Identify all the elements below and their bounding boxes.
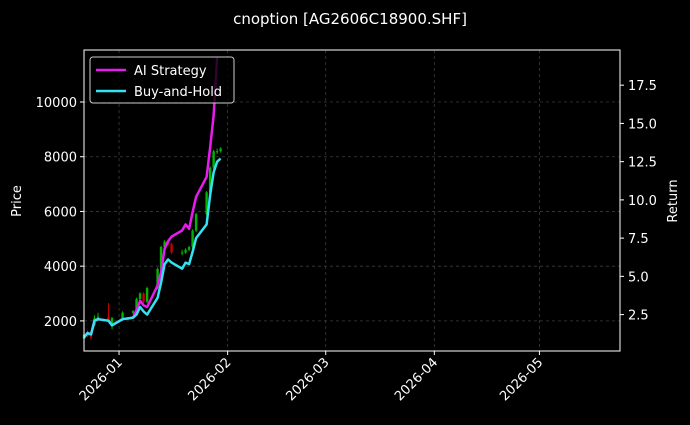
candle-body <box>194 214 198 231</box>
candle-body <box>121 312 124 319</box>
y-right-tick-label: 15.0 <box>628 117 657 132</box>
y-right-tick-label: 12.5 <box>628 156 657 171</box>
y-right-tick-label: 10.0 <box>628 194 657 209</box>
y-right-tick-label: 2.5 <box>628 309 649 324</box>
candle-body <box>96 316 100 319</box>
y-left-tick-label: 8000 <box>44 151 77 166</box>
y-axis-left-label: Price <box>10 185 25 217</box>
candle-body <box>156 268 159 289</box>
candle-body <box>135 299 138 312</box>
candle-body <box>142 293 145 302</box>
y-right-tick-label: 5.0 <box>628 270 649 285</box>
candle-body <box>170 244 173 253</box>
candle-body <box>184 249 187 253</box>
candle-body <box>110 318 114 327</box>
candle-body <box>131 311 135 313</box>
y-left-tick-label: 6000 <box>44 205 77 220</box>
chart-legend: AI Strategy Buy-and-Hold <box>89 56 235 104</box>
y-axis-right-label: Return <box>666 179 681 222</box>
candle-body <box>145 288 149 302</box>
legend-label-buy-and-hold: Buy-and-Hold <box>134 85 222 100</box>
candle-body <box>89 335 93 338</box>
candle-body <box>163 241 166 248</box>
candle-body <box>86 334 89 336</box>
y-right-tick-label: 7.5 <box>628 232 649 247</box>
y-left-tick-label: 2000 <box>44 315 77 330</box>
buy-and-hold-line <box>84 157 222 339</box>
candle-body <box>138 293 142 300</box>
candle-body <box>187 247 191 250</box>
legend-label-ai-strategy: AI Strategy <box>134 64 207 79</box>
y-left-tick-label: 10000 <box>36 96 77 111</box>
candle-body <box>205 192 208 215</box>
candle-body <box>212 151 215 168</box>
y-left-tick-label: 4000 <box>44 260 77 275</box>
series-layer <box>84 57 222 339</box>
plot-frame <box>83 49 621 352</box>
candle-body <box>159 247 163 269</box>
candle-body <box>191 230 194 248</box>
chart-title: cnoption [AG2606C18900.SHF] <box>233 10 467 28</box>
candle-body <box>219 148 222 152</box>
candle-body <box>215 151 219 153</box>
candle-body <box>208 167 212 193</box>
candle-body <box>107 316 110 321</box>
y-right-tick-label: 17.5 <box>628 79 657 94</box>
candle-body <box>180 252 184 254</box>
